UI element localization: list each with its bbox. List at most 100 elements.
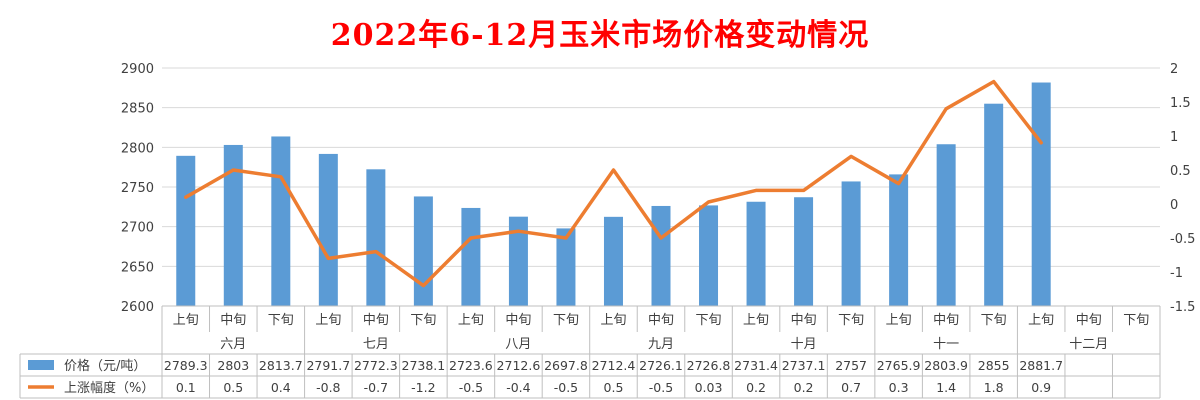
x-tick-label: 下旬	[981, 313, 1007, 328]
data-label: 2765.9	[877, 358, 921, 373]
group-label: 十二月	[1069, 337, 1108, 352]
y-tick-label: 2750	[121, 181, 154, 196]
data-label: 2803.9	[924, 358, 968, 373]
data-label: 2789.3	[164, 358, 208, 373]
y2-tick-label: -1	[1170, 266, 1183, 281]
x-tick-label: 中旬	[791, 313, 817, 328]
legend-label: 上涨幅度（%）	[64, 380, 154, 396]
data-label: 0.03	[695, 380, 723, 395]
x-tick-label: 上旬	[173, 313, 199, 328]
legend-label: 价格（元/吨）	[64, 358, 146, 374]
data-label: 2813.7	[259, 358, 303, 373]
y-tick-label: 2850	[121, 102, 154, 117]
y2-tick-label: -0.5	[1170, 232, 1195, 247]
data-label: -1.2	[411, 380, 435, 395]
data-label: 2697.8	[544, 358, 588, 373]
group-label: 八月	[505, 337, 531, 352]
group-label: 十一	[933, 337, 959, 352]
data-label: 0.2	[746, 380, 766, 395]
bar	[1031, 82, 1051, 306]
x-tick-label: 下旬	[1123, 313, 1149, 328]
chart-title: 2022年6-12月玉米市场价格变动情况	[330, 18, 870, 53]
data-label: 2712.4	[592, 358, 636, 373]
data-label: -0.5	[459, 380, 483, 395]
bar	[699, 205, 719, 306]
data-label: 2772.3	[354, 358, 398, 373]
bar	[603, 216, 623, 306]
data-label: 2726.8	[687, 358, 731, 373]
bar	[841, 181, 861, 306]
bar	[651, 205, 671, 306]
x-tick-label: 中旬	[220, 313, 246, 328]
data-label: 1.4	[936, 380, 956, 395]
bar	[271, 136, 291, 306]
y2-tick-label: 2	[1170, 62, 1178, 77]
data-label: 0.2	[794, 380, 814, 395]
y-tick-label: 2900	[121, 62, 154, 77]
y2-tick-label: 0.5	[1170, 164, 1191, 179]
data-label: 0.7	[841, 380, 861, 395]
data-label: 2855	[978, 358, 1010, 373]
x-tick-label: 上旬	[886, 313, 912, 328]
group-label: 七月	[363, 337, 389, 352]
data-label: 2803	[217, 358, 249, 373]
data-label: -0.7	[364, 380, 388, 395]
data-label: 2737.1	[782, 358, 826, 373]
y-tick-label: 2650	[121, 260, 154, 275]
group-label: 九月	[648, 337, 674, 352]
x-tick-label: 下旬	[268, 313, 294, 328]
data-label: 2881.7	[1019, 358, 1063, 373]
legend-key-bar	[28, 360, 54, 370]
group-label: 六月	[220, 337, 246, 352]
x-tick-label: 下旬	[696, 313, 722, 328]
x-tick-label: 中旬	[363, 313, 389, 328]
y-tick-label: 2700	[121, 221, 154, 236]
y2-tick-label: 1.5	[1170, 96, 1191, 111]
data-label: -0.8	[316, 380, 340, 395]
x-tick-label: 中旬	[648, 313, 674, 328]
data-label: -0.4	[506, 380, 530, 395]
data-label: -0.5	[554, 380, 578, 395]
data-label: 0.3	[889, 380, 909, 395]
data-label: 0.5	[604, 380, 624, 395]
bar	[746, 201, 766, 306]
bar	[318, 153, 338, 306]
x-tick-label: 下旬	[410, 313, 436, 328]
series-line	[184, 79, 1043, 288]
data-label: 0.1	[176, 380, 196, 395]
x-tick-label: 上旬	[458, 313, 484, 328]
data-label: 1.8	[984, 380, 1004, 395]
data-label: 2791.7	[306, 358, 350, 373]
data-label: 2731.4	[734, 358, 778, 373]
group-label: 十月	[791, 337, 817, 352]
data-label: 0.9	[1031, 380, 1051, 395]
x-tick-label: 上旬	[315, 313, 341, 328]
y2-tick-label: 1	[1170, 130, 1178, 145]
bar	[794, 197, 814, 306]
y2-tick-label: -1.5	[1170, 300, 1195, 315]
x-tick-label: 下旬	[553, 313, 579, 328]
x-tick-label: 中旬	[505, 313, 531, 328]
x-tick-label: 上旬	[600, 313, 626, 328]
bar	[889, 174, 909, 306]
bar	[508, 216, 528, 306]
bar	[413, 196, 433, 306]
data-label: 2723.6	[449, 358, 493, 373]
data-label: 2726.1	[639, 358, 683, 373]
bar	[461, 207, 481, 306]
x-tick-label: 上旬	[1028, 313, 1054, 328]
data-label: -0.5	[649, 380, 673, 395]
bar	[556, 228, 576, 306]
bar	[366, 169, 386, 306]
data-label: 2757	[835, 358, 867, 373]
bar	[176, 155, 196, 306]
bar	[984, 103, 1004, 306]
data-label: 0.4	[271, 380, 291, 395]
data-label: 2738.1	[402, 358, 446, 373]
y2-tick-label: 0	[1170, 198, 1178, 213]
bar	[223, 144, 243, 306]
x-tick-label: 中旬	[933, 313, 959, 328]
data-label: 0.5	[223, 380, 243, 395]
